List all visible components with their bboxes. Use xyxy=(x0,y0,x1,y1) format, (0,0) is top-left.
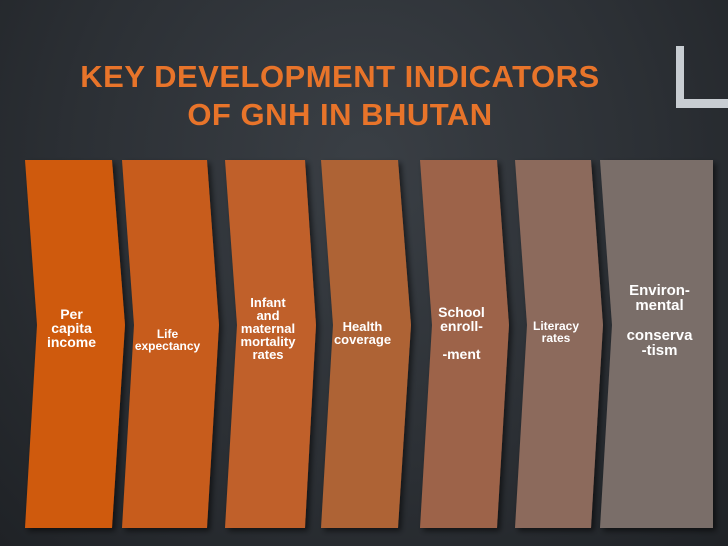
indicator-label-2: Life expectancy xyxy=(134,327,201,353)
indicator-stripe-4 xyxy=(321,160,411,528)
indicator-stripe-2 xyxy=(122,160,219,528)
indicator-label-1: Per capita income xyxy=(46,306,96,350)
decorative-rule xyxy=(684,99,728,108)
slide-title: KEY DEVELOPMENT INDICATORS OF GNH IN BHU… xyxy=(20,58,660,134)
indicator-label-5: School enroll- -ment xyxy=(438,304,485,362)
indicator-label-4: Health coverage xyxy=(333,319,392,347)
indicator-stripe-1 xyxy=(25,160,125,528)
indicator-label-7: Environ- mental conserva -tism xyxy=(626,282,693,359)
title-line-2: OF GNH IN BHUTAN xyxy=(187,97,493,132)
indicator-label-3: Infant and maternal mortality rates xyxy=(240,295,296,362)
indicator-stripe-3 xyxy=(225,160,316,528)
indicator-label-6: Literacy rates xyxy=(532,319,580,345)
indicator-stripe-5 xyxy=(420,160,509,528)
indicator-stripe-7 xyxy=(600,160,713,528)
indicator-stripe-6 xyxy=(515,160,603,528)
decorative-bar xyxy=(676,46,684,108)
title-line-1: KEY DEVELOPMENT INDICATORS xyxy=(80,59,600,94)
